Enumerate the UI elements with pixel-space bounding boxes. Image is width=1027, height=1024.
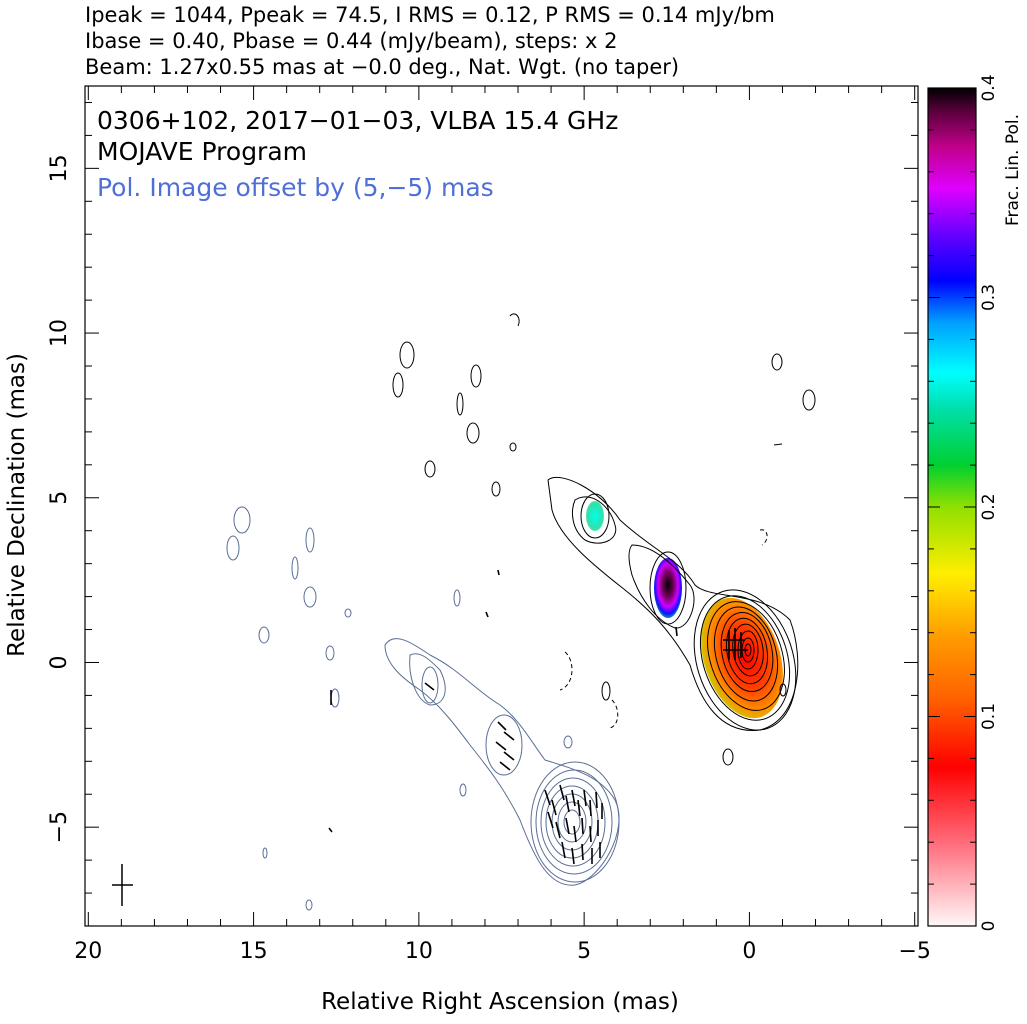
y-tick-label: 15	[47, 154, 72, 182]
y-tick-label: −5	[47, 811, 72, 843]
knot2-frac-pol-fill	[586, 501, 604, 531]
x-tick-label: −5	[898, 939, 930, 964]
x-axis-label: Relative Right Ascension (mas)	[321, 989, 679, 1015]
beam-marker	[112, 864, 133, 906]
header-line-2: Ibase = 0.40, Pbase = 0.44 (mJy/beam), s…	[85, 29, 617, 53]
evpa-vectors	[328, 569, 748, 865]
polarized-contours	[226, 506, 620, 911]
cb-tick-label: 0	[979, 921, 999, 932]
y-tick-label: 0	[47, 655, 72, 669]
x-tick-label: 10	[405, 939, 433, 964]
cb-tick-label: 0.4	[979, 74, 999, 101]
y-axis: −5 0 5 10 15	[47, 101, 918, 927]
x-axis: 20 15 10 5 0 −5	[74, 86, 931, 964]
cb-tick-label: 0.2	[979, 493, 999, 520]
x-tick-label: 20	[74, 939, 102, 964]
x-tick-label: 5	[577, 939, 591, 964]
colorbar-axis: 0 0.1 0.2 0.3 0.4	[928, 74, 999, 931]
y-axis-label: Relative Declination (mas)	[4, 353, 30, 657]
offset-note: Pol. Image offset by (5,−5) mas	[97, 173, 494, 202]
stokes-i-contours	[392, 313, 816, 766]
y-tick-label: 5	[47, 491, 72, 505]
y-tick-label: 10	[47, 319, 72, 347]
plot-frame	[84, 85, 919, 927]
cb-tick-label: 0.1	[979, 703, 999, 730]
source-title: 0306+102, 2017−01−03, VLBA 15.4 GHz	[97, 106, 618, 135]
header-line-1: Ipeak = 1044, Ppeak = 74.5, I RMS = 0.12…	[85, 3, 775, 27]
cb-tick-label: 0.3	[979, 284, 999, 311]
header-line-3: Beam: 1.27x0.55 mas at −0.0 deg., Nat. W…	[85, 55, 679, 79]
program-label: MOJAVE Program	[97, 137, 307, 166]
x-tick-label: 15	[240, 939, 268, 964]
x-tick-label: 0	[742, 939, 756, 964]
knot-frac-pol-fill	[654, 558, 682, 618]
colorbar-label: Frac. Lin. Pol.	[1003, 114, 1023, 226]
contour-map	[112, 313, 816, 911]
